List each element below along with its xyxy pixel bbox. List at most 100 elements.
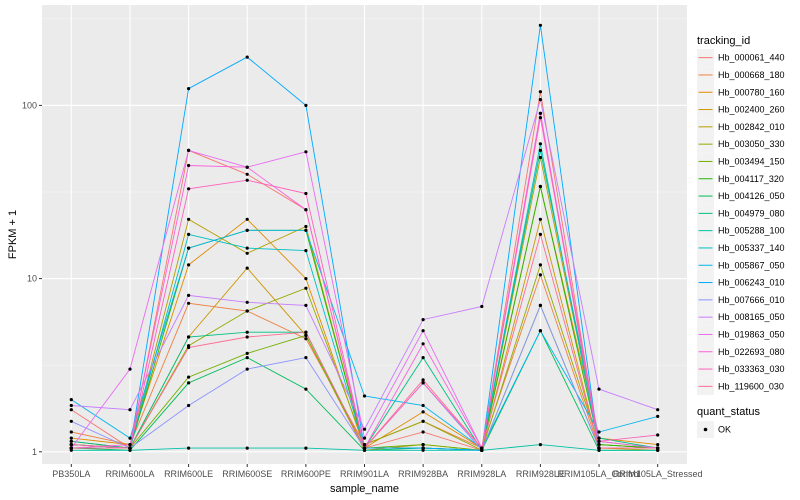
y-axis-title: FPKM + 1 bbox=[7, 210, 19, 259]
legend-label: Hb_000668_180 bbox=[718, 70, 785, 80]
legend-title-shape: quant_status bbox=[697, 406, 760, 418]
data-point bbox=[245, 172, 249, 176]
data-point bbox=[304, 303, 308, 307]
y-axis: 1 10 100 bbox=[22, 100, 42, 457]
legend-label: Hb_002400_260 bbox=[718, 105, 785, 115]
legend-label: Hb_019863_050 bbox=[718, 329, 785, 339]
data-point bbox=[69, 419, 73, 423]
data-point bbox=[245, 309, 249, 313]
data-point bbox=[421, 329, 425, 333]
legend-item: Hb_003050_330 bbox=[697, 135, 785, 153]
data-point bbox=[538, 142, 543, 146]
legend-label: Hb_007666_010 bbox=[718, 295, 785, 305]
legend-item: Hb_004117_320 bbox=[697, 170, 784, 188]
data-point bbox=[245, 55, 249, 59]
data-point bbox=[538, 273, 543, 277]
data-point bbox=[304, 150, 308, 154]
data-point bbox=[69, 436, 73, 440]
legend-label: Hb_002842_010 bbox=[718, 122, 785, 132]
x-tick-label: RRIM600LA bbox=[105, 469, 154, 479]
legend-label: Hb_033363_030 bbox=[718, 364, 785, 374]
legend-item: Hb_000780_160 bbox=[697, 83, 785, 101]
legend-item: Hb_008165_050 bbox=[697, 308, 785, 326]
legend-label: Hb_008165_050 bbox=[718, 312, 785, 322]
data-point bbox=[187, 232, 191, 236]
legend-item: Hb_004979_080 bbox=[697, 204, 785, 222]
data-point bbox=[245, 251, 249, 255]
data-point bbox=[597, 443, 601, 447]
data-point bbox=[656, 433, 660, 437]
data-point bbox=[362, 436, 367, 440]
data-point bbox=[538, 443, 543, 447]
data-point bbox=[421, 356, 425, 360]
data-point bbox=[538, 232, 543, 236]
data-point bbox=[128, 436, 132, 440]
legend-label: Hb_022693_080 bbox=[718, 347, 785, 357]
legend-item: Hb_006243_010 bbox=[697, 273, 785, 292]
data-point bbox=[69, 408, 73, 412]
data-point bbox=[597, 448, 601, 452]
legend-item: Hb_005867_050 bbox=[697, 256, 785, 274]
data-point bbox=[480, 448, 484, 452]
data-point bbox=[538, 184, 543, 189]
y-tick-label: 10 bbox=[27, 274, 37, 284]
data-point bbox=[421, 381, 425, 385]
legend-label: Hb_005867_050 bbox=[718, 260, 785, 270]
data-point bbox=[304, 208, 308, 212]
data-point bbox=[656, 448, 660, 452]
data-point bbox=[128, 446, 132, 450]
x-tick-label: RRIM928LA bbox=[457, 469, 506, 479]
data-point bbox=[538, 23, 543, 27]
data-point bbox=[304, 330, 308, 334]
data-point bbox=[245, 356, 249, 360]
x-tick-label: RRIM600LE bbox=[164, 469, 213, 479]
data-point bbox=[421, 378, 425, 382]
data-point bbox=[187, 148, 191, 152]
x-tick-label: PB350LA bbox=[52, 469, 90, 479]
data-point bbox=[538, 111, 543, 115]
data-point bbox=[128, 408, 132, 412]
legend-color-items: Hb_000061_440 Hb_000668_180 Hb_000780_160 H… bbox=[697, 49, 785, 395]
data-point bbox=[538, 155, 543, 160]
data-point bbox=[69, 443, 73, 447]
data-point bbox=[304, 387, 308, 391]
data-point bbox=[421, 446, 425, 450]
data-point bbox=[187, 335, 191, 339]
data-point bbox=[597, 439, 601, 443]
data-point bbox=[538, 329, 543, 333]
x-tick-label: RRIM600PE bbox=[281, 469, 331, 479]
data-point bbox=[187, 345, 191, 350]
data-point bbox=[304, 286, 308, 290]
data-point bbox=[421, 430, 425, 434]
x-tick-label: RRIM105LA_Stressed bbox=[613, 469, 703, 479]
legend-item: Hb_004126_050 bbox=[697, 187, 785, 205]
data-point bbox=[128, 448, 132, 452]
data-point bbox=[304, 356, 308, 360]
legend-item: Hb_005288_100 bbox=[697, 222, 785, 240]
data-point bbox=[362, 443, 367, 447]
data-point bbox=[69, 439, 73, 443]
data-point bbox=[245, 367, 249, 371]
data-point bbox=[304, 224, 308, 229]
data-point bbox=[304, 446, 308, 450]
data-point bbox=[304, 337, 308, 341]
data-point bbox=[597, 436, 601, 440]
data-point bbox=[480, 304, 484, 309]
legend-item: Hb_003494_150 bbox=[697, 152, 785, 171]
legend-item: Hb_033363_030 bbox=[697, 360, 785, 378]
data-point bbox=[538, 98, 543, 102]
data-point bbox=[69, 448, 73, 452]
data-point bbox=[538, 90, 543, 94]
legend-label: Hb_000061_440 bbox=[718, 53, 785, 63]
data-point bbox=[245, 351, 249, 355]
data-point bbox=[304, 277, 308, 281]
legend-item: Hb_007666_010 bbox=[697, 291, 785, 309]
legend-item: Hb_000668_180 bbox=[697, 66, 785, 84]
data-point bbox=[421, 342, 425, 346]
data-point bbox=[128, 443, 132, 447]
data-point bbox=[362, 394, 367, 398]
x-tick-label: RRIM600SE bbox=[222, 469, 272, 479]
data-point bbox=[656, 446, 660, 450]
data-point bbox=[245, 266, 249, 270]
legend-item: Hb_019863_050 bbox=[697, 325, 785, 344]
